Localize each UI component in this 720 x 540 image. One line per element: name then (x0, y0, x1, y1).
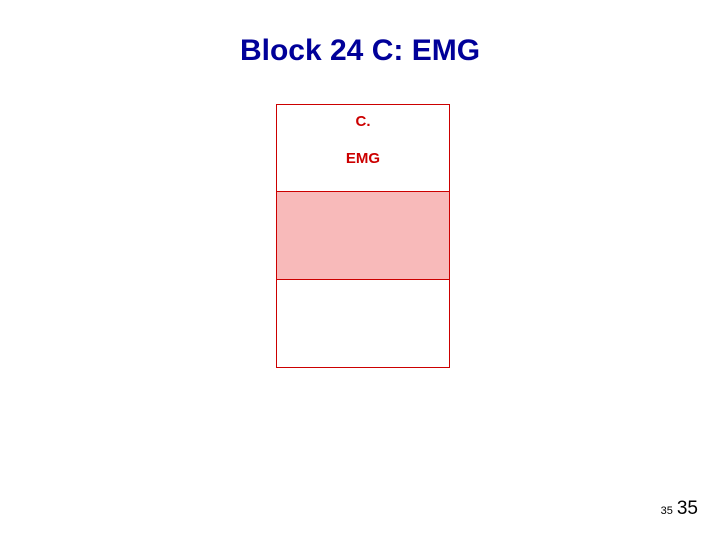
block-diagram: C. EMG (276, 104, 450, 368)
cell-label-emg: EMG (346, 150, 380, 167)
diagram-cell-empty (276, 280, 450, 368)
page-number-group: 35 35 (661, 498, 698, 520)
page-number-large: 35 (677, 498, 698, 520)
cell-label-c: C. (356, 113, 371, 130)
page-number-small: 35 (661, 505, 673, 517)
slide-title: Block 24 C: EMG (0, 0, 720, 68)
diagram-cell-header: C. EMG (276, 104, 450, 192)
diagram-cell-highlighted (276, 192, 450, 280)
